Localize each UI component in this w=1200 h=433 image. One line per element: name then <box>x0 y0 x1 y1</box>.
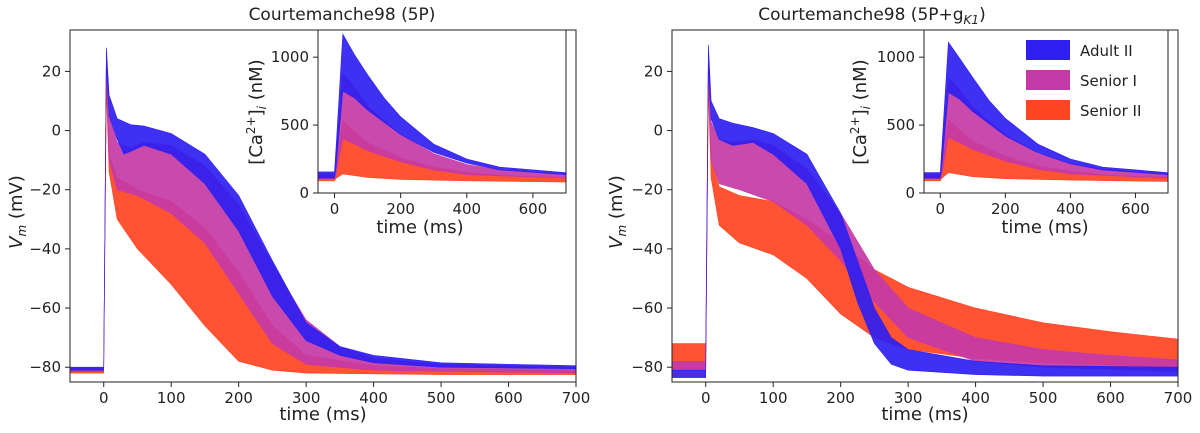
right-inset-ylabel: [Ca2+]i (nM) <box>848 59 873 164</box>
right-ylabel: Vm (mV) <box>606 175 629 249</box>
left-inset-xtick-label-600: 600 <box>519 200 548 218</box>
right-inset-xtick-label-0: 0 <box>935 200 945 218</box>
right-panel: Courtemanche98 (5P+gK1) 0 100 200 300 400 500… <box>606 5 1192 425</box>
left-inset-xtick-label-0: 0 <box>330 200 340 218</box>
left-main-xtick-label-700: 700 <box>562 389 591 407</box>
right-main-ytick-label-minus20: −20 <box>631 181 663 199</box>
left-main-ytick-label-minus40: −40 <box>29 240 61 258</box>
right-main-xtick-label-700: 700 <box>1164 389 1193 407</box>
right-main-xtick-label-400: 400 <box>961 389 990 407</box>
right-inset-ylabel-end: ] <box>850 109 871 116</box>
left-xlabel: time (ms) <box>279 404 366 425</box>
left-main-band-adult-ii <box>69 47 577 371</box>
left-inset-ylabel-end: ] <box>246 109 267 116</box>
left-main-xtick-label-400: 400 <box>359 389 388 407</box>
right-inset-ylabel-unit: (nM) <box>850 59 871 106</box>
left-ylabel-main: V <box>6 235 27 249</box>
right-main-ytick-label-20: 20 <box>644 62 663 80</box>
right-title: Courtemanche98 (5P+gK1) <box>758 5 985 27</box>
right-title-end: ) <box>979 5 986 25</box>
left-inset-ylabel-sup: 2+ <box>244 116 258 134</box>
legend-label-senior-ii: Senior II <box>1080 102 1141 120</box>
right-xlabel: time (ms) <box>881 404 968 425</box>
legend-swatch-senior-i <box>1026 70 1070 90</box>
left-main-ytick-label-20: 20 <box>42 62 61 80</box>
left-inset-ylabel: [Ca2+]i (nM) <box>244 59 269 164</box>
left-main-ytick-label-0: 0 <box>51 122 61 140</box>
left-main-xtick-label-200: 200 <box>224 389 253 407</box>
left-ylabel-sub: m <box>15 225 29 237</box>
right-title-main: Courtemanche98 (5P+g <box>758 5 963 25</box>
right-inset-ylabel-main: [Ca <box>850 134 871 165</box>
right-main-xtick-label-600: 600 <box>1096 389 1125 407</box>
left-inset-ytick-label-1000: 1000 <box>271 48 309 66</box>
right-inset-ytick-label-0: 0 <box>905 184 915 202</box>
left-inset-ytick-label-0: 0 <box>299 184 309 202</box>
left-inset-ylabel-unit: (nM) <box>246 59 267 106</box>
right-main-ytick-label-minus40: −40 <box>631 240 663 258</box>
left-inset-xticks: 0 200 400 600 <box>330 193 547 218</box>
right-inset-xtick-label-400: 400 <box>1056 200 1085 218</box>
legend: Adult II Senior I Senior II <box>1020 34 1162 128</box>
right-inset-ylabel-sub: i <box>859 105 873 109</box>
left-main-yticks: −80 −60 −40 −20 0 20 <box>29 62 70 376</box>
right-main-ytick-label-0: 0 <box>653 122 663 140</box>
right-main-xtick-label-300: 300 <box>894 389 923 407</box>
legend-swatch-adult-ii <box>1026 40 1070 60</box>
right-inset-xticks: 0 200 400 600 <box>935 193 1150 218</box>
left-inset-ylabel-main: [Ca <box>246 134 267 165</box>
right-inset-xtick-label-200: 200 <box>991 200 1020 218</box>
left-panel: Courtemanche98 (5P) 0 100 200 300 400 500 600 7… <box>6 5 590 425</box>
right-inset-xtick-label-600: 600 <box>1121 200 1150 218</box>
left-ylabel: Vm (mV) <box>6 175 29 249</box>
left-main-xtick-label-100: 100 <box>157 389 186 407</box>
right-main-xticks: 0 100 200 300 400 500 600 700 <box>701 382 1192 407</box>
left-inset-xlabel: time (ms) <box>376 217 463 238</box>
left-inset-xtick-label-200: 200 <box>386 200 415 218</box>
left-main-xtick-label-0: 0 <box>99 389 109 407</box>
left-inset-xtick-label-400: 400 <box>452 200 481 218</box>
legend-label-adult-ii: Adult II <box>1080 42 1133 60</box>
left-title: Courtemanche98 (5P) <box>249 5 436 25</box>
right-inset-yticks: 0 500 1000 <box>877 48 924 202</box>
right-ylabel-main: V <box>606 235 627 249</box>
right-main-yticks: −80 −60 −40 −20 0 20 <box>631 62 672 376</box>
left-main-xtick-label-300: 300 <box>292 389 321 407</box>
right-inset-ytick-label-1000: 1000 <box>877 48 915 66</box>
right-main-xtick-label-200: 200 <box>826 389 855 407</box>
right-inset-frame <box>923 29 1169 194</box>
left-main-ytick-label-minus80: −80 <box>29 358 61 376</box>
right-inset-ylabel-sup: 2+ <box>848 116 862 134</box>
right-main-ytick-label-minus80: −80 <box>631 358 663 376</box>
right-main-xtick-label-0: 0 <box>701 389 711 407</box>
left-inset-frame <box>317 29 567 194</box>
right-main-xtick-label-100: 100 <box>759 389 788 407</box>
left-main-ytick-label-minus60: −60 <box>29 299 61 317</box>
right-ylabel-unit: (mV) <box>606 175 627 225</box>
left-main-xtick-label-500: 500 <box>427 389 456 407</box>
right-title-sub: K1 <box>964 13 980 27</box>
right-ylabel-sub: m <box>615 225 629 237</box>
left-inset-ytick-label-500: 500 <box>280 116 309 134</box>
right-inset-xlabel: time (ms) <box>1001 217 1088 238</box>
left-ylabel-unit: (mV) <box>6 175 27 225</box>
left-inset-yticks: 0 500 1000 <box>271 48 318 202</box>
right-main-xtick-label-500: 500 <box>1029 389 1058 407</box>
left-main-ytick-label-minus20: −20 <box>29 181 61 199</box>
legend-swatch-senior-ii <box>1026 100 1070 120</box>
left-main-xticks: 0 100 200 300 400 500 600 700 <box>99 382 590 407</box>
left-main-xtick-label-600: 600 <box>494 389 523 407</box>
right-main-ytick-label-minus60: −60 <box>631 299 663 317</box>
right-inset-ytick-label-500: 500 <box>886 116 915 134</box>
legend-label-senior-i: Senior I <box>1080 72 1137 90</box>
left-inset-ylabel-sub: i <box>255 105 269 109</box>
